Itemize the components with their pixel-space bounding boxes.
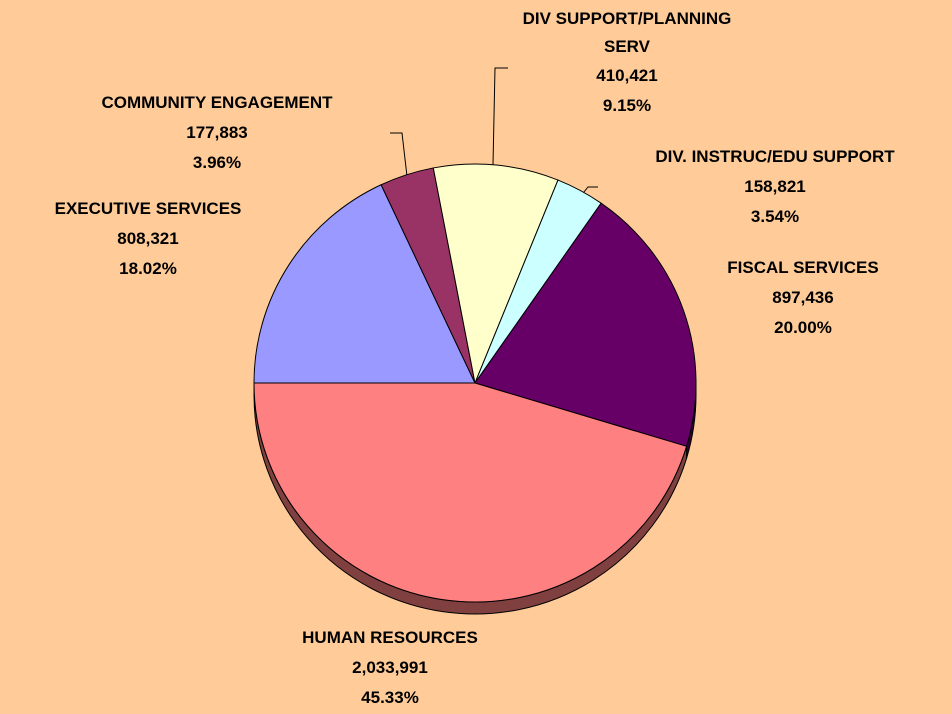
value-label: 2,033,991: [352, 658, 428, 677]
value-label: 158,821: [744, 177, 806, 196]
value-label: 177,883: [186, 123, 248, 142]
slice-label: HUMAN RESOURCES 2,033,991 45.33%: [302, 623, 478, 713]
slice-label: COMMUNITY ENGAGEMENT 177,883 3.96%: [101, 88, 332, 178]
leader-line: [390, 132, 409, 186]
value-label: 897,436: [772, 288, 834, 307]
name: DIV. INSTRUC/EDU SUPPORT: [655, 147, 895, 166]
slice: [474, 202, 697, 447]
name: EXECUTIVE SERVICES: [54, 199, 242, 218]
slice: [432, 163, 559, 385]
percent-label: 45.33%: [361, 688, 419, 707]
name: COMMUNITY ENGAGEMENT: [101, 93, 333, 112]
slice: [253, 184, 476, 384]
percent-label: 18.02%: [119, 259, 177, 278]
name: FISCAL SERVICES: [727, 258, 879, 277]
pie-tops: [253, 163, 697, 603]
slice: [253, 382, 688, 603]
percent-label: 9.15%: [602, 96, 652, 115]
slice-label: DIV. INSTRUC/EDU SUPPORT 158,821 3.54%: [655, 142, 894, 232]
value-label: 808,321: [117, 229, 179, 248]
value-label: 410,421: [596, 66, 658, 85]
name: HUMAN RESOURCES: [302, 628, 478, 647]
slice-label: DIV SUPPORT/PLANNING SERV 410,421 9.15%: [512, 5, 742, 121]
slice-label: FISCAL SERVICES 897,436 20.00%: [727, 253, 878, 343]
leader-line: [492, 67, 508, 166]
percent-label: 3.96%: [192, 153, 242, 172]
percent-label: 20.00%: [774, 318, 832, 337]
percent-label: 3.54%: [750, 207, 800, 226]
name: DIV SUPPORT/PLANNING SERV: [522, 9, 732, 56]
slice-label: EXECUTIVE SERVICES 808,321 18.02%: [55, 194, 242, 284]
